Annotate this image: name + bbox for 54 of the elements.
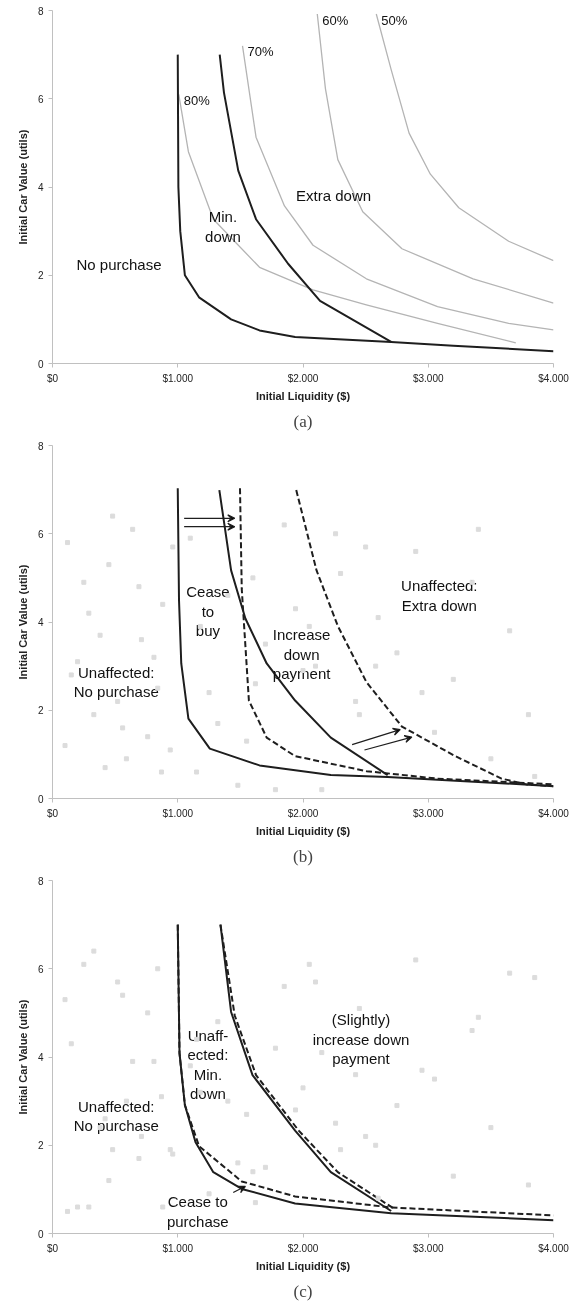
y-tick-label: 0 (37, 793, 44, 805)
annotation: Unaffected: No purchase (73, 1097, 159, 1135)
x-axis-title: Initial Liquidity ($) (255, 1259, 351, 1272)
x-axis-title: Initial Liquidity ($) (255, 389, 351, 402)
x-tick-label: $0 (46, 807, 59, 819)
series-label: 70% (247, 44, 274, 60)
x-tick-label: $1.000 (162, 1242, 194, 1254)
y-axis-title: Initial Car Value (utils) (16, 999, 29, 1115)
annotation: (Slightly) increase down payment (312, 1011, 410, 1068)
annotation: Increase down payment (272, 626, 332, 683)
y-axis-title: Initial Car Value (utils) (16, 129, 29, 245)
x-tick-label: $2.000 (287, 1242, 319, 1254)
annotation: Cease to buy (186, 583, 230, 640)
annotation: Cease to purchase (166, 1193, 229, 1230)
x-tick-label: $1.000 (162, 807, 194, 819)
y-axis-title: Initial Car Value (utils) (16, 564, 29, 680)
y-tick-label: 6 (37, 93, 44, 105)
y-tick-label: 8 (37, 5, 44, 17)
y-tick-label: 2 (37, 705, 44, 717)
series-label: 60% (322, 12, 349, 28)
annotation: Min. down (205, 208, 241, 245)
x-tick-label: $0 (46, 372, 59, 384)
x-axis-title: Initial Liquidity ($) (255, 824, 351, 837)
y-tick-label: 6 (37, 963, 44, 975)
x-tick-label: $4.000 (538, 1242, 570, 1254)
annotation: Extra down (296, 186, 372, 204)
series-label: 80% (183, 92, 211, 108)
x-tick-label: $4.000 (538, 807, 570, 819)
y-tick-label: 6 (37, 528, 44, 540)
annotation: Unaffected: Extra down (401, 577, 478, 614)
y-tick-label: 8 (37, 875, 44, 887)
y-tick-label: 8 (37, 440, 44, 452)
y-tick-label: 4 (37, 1052, 44, 1063)
y-tick-label: 0 (37, 1228, 44, 1240)
y-tick-label: 0 (37, 358, 44, 370)
text: (a) (293, 411, 313, 431)
x-tick-label: $2.000 (287, 807, 319, 819)
annotation: Unaff- ected: Min. down (187, 1026, 229, 1103)
y-tick-label: 4 (37, 182, 44, 193)
annotation: No purchase (76, 255, 162, 273)
y-tick-label: 2 (37, 270, 44, 282)
x-tick-label: $3.000 (412, 372, 444, 384)
x-tick-label: $0 (46, 1242, 59, 1254)
text: (c) (293, 1281, 313, 1301)
y-tick-label: 4 (37, 617, 44, 628)
x-tick-label: $4.000 (538, 372, 570, 384)
x-tick-label: $3.000 (412, 807, 444, 819)
annotation: Unaffected: No purchase (73, 663, 159, 701)
x-tick-label: $1.000 (162, 372, 194, 384)
text: (b) (293, 846, 313, 866)
x-tick-label: $3.000 (412, 1242, 444, 1254)
series-label: 50% (381, 12, 408, 28)
y-tick-label: 2 (37, 1140, 44, 1152)
x-tick-label: $2.000 (287, 372, 319, 384)
